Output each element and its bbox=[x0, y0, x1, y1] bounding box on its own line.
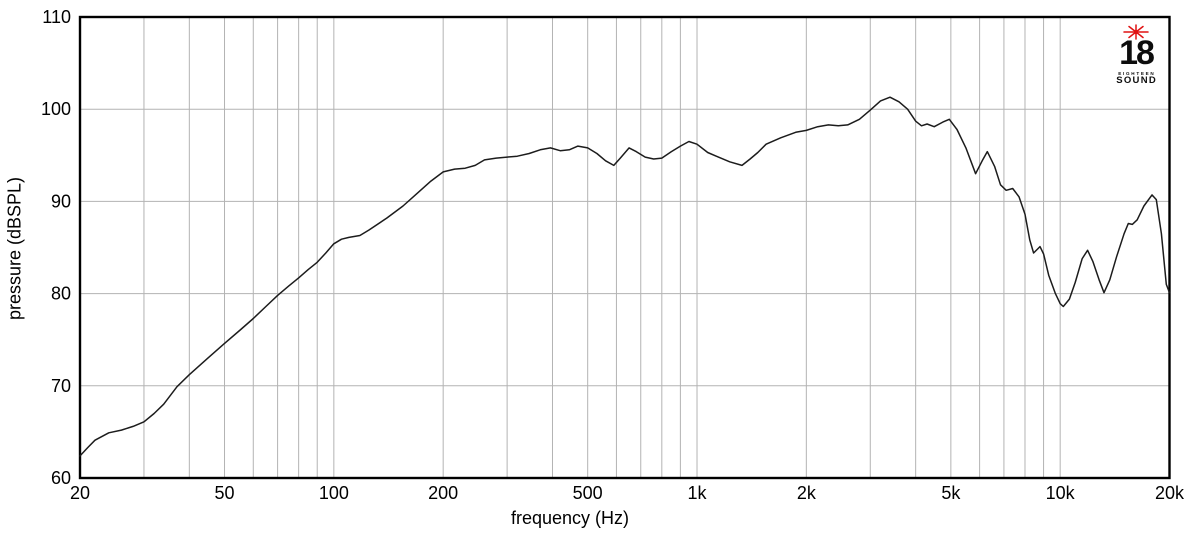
x-tick-label: 1k bbox=[688, 483, 708, 503]
y-tick-label: 70 bbox=[51, 376, 71, 396]
logo-text-sound: SOUND bbox=[1116, 74, 1158, 86]
y-tick-label: 60 bbox=[51, 468, 71, 488]
plot-frame bbox=[78, 15, 1171, 480]
x-tick-label: 5k bbox=[941, 483, 961, 503]
x-tick-label: 20 bbox=[70, 483, 90, 503]
y-tick-label: 90 bbox=[51, 191, 71, 211]
response-curve bbox=[79, 96, 1171, 457]
x-tick-label: 2k bbox=[797, 483, 817, 503]
logo-text-eighteen: EIGHTEEN bbox=[1118, 70, 1156, 76]
y-tick-label: 110 bbox=[42, 7, 71, 27]
x-tick-label: 50 bbox=[215, 483, 235, 503]
x-tick-label: 200 bbox=[428, 483, 458, 503]
x-axis-title: frequency (Hz) bbox=[510, 508, 630, 528]
x-tick-label: 100 bbox=[319, 483, 349, 503]
x-tick-label: 500 bbox=[573, 483, 603, 503]
x-tick-label: 20k bbox=[1155, 483, 1185, 503]
y-tick-label: 80 bbox=[51, 284, 71, 304]
red-star-icon bbox=[1123, 24, 1149, 40]
y-axis-title: pressure (dBSPL) bbox=[4, 176, 25, 321]
logo-number: 18 bbox=[1119, 34, 1155, 72]
y-tick-label: 100 bbox=[41, 99, 71, 119]
x-tick-label: 10k bbox=[1046, 483, 1076, 503]
eighteen-sound-logo: 18 EIGHTEEN SOUND bbox=[1108, 22, 1164, 85]
